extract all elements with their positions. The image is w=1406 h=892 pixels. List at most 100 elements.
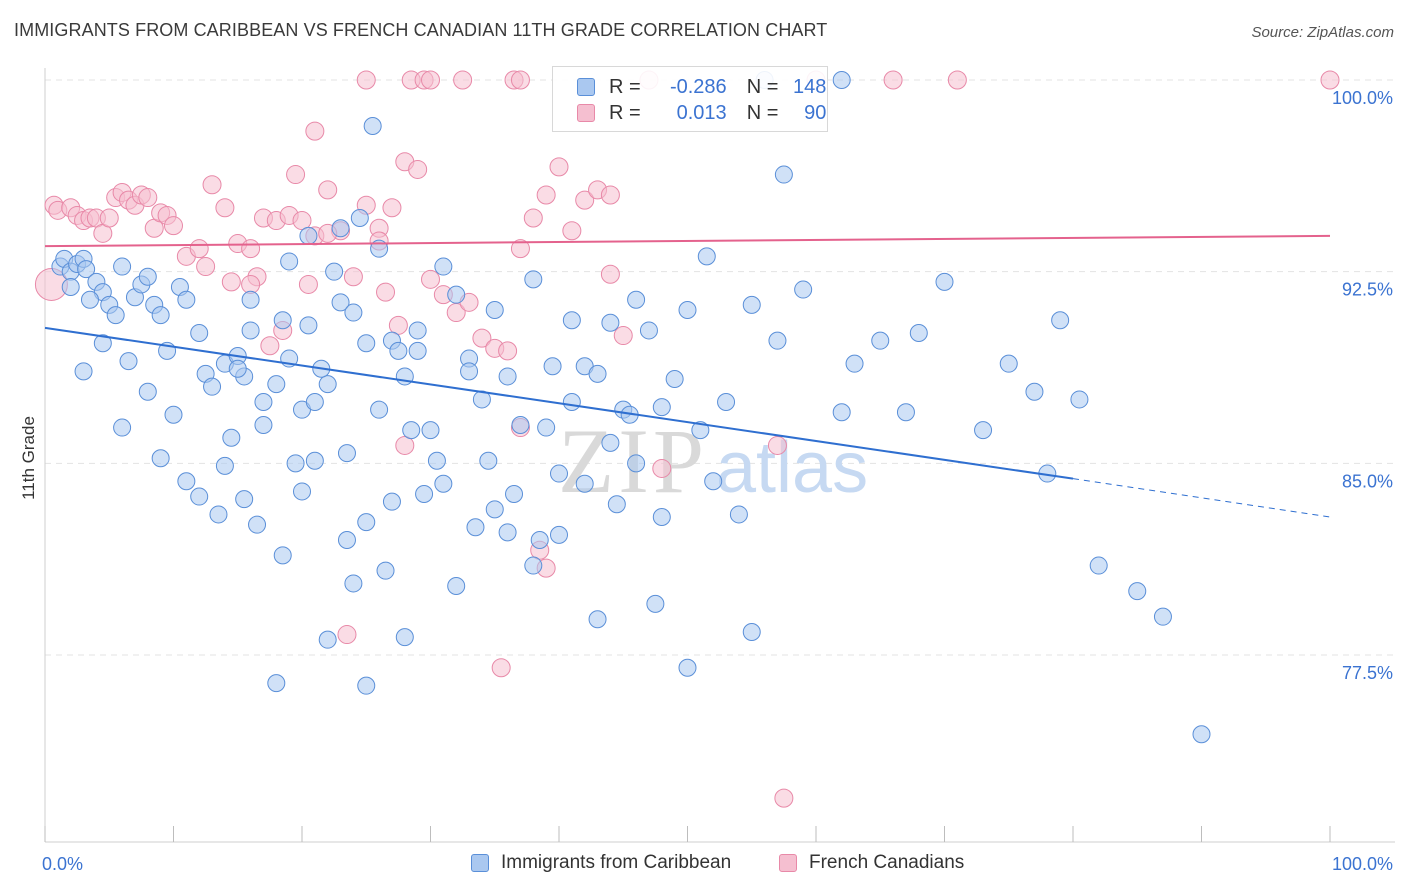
data-point-caribbean xyxy=(550,525,568,544)
data-point-french-canadians xyxy=(337,625,357,645)
data-point-caribbean xyxy=(537,418,556,437)
data-point-caribbean xyxy=(337,531,356,549)
legend-n-value: 148 xyxy=(793,75,827,98)
data-point-caribbean xyxy=(203,377,222,396)
data-point-caribbean xyxy=(305,393,324,411)
data-point-caribbean xyxy=(138,382,157,401)
data-point-caribbean xyxy=(562,311,581,330)
data-point-french-canadians xyxy=(774,788,794,808)
data-point-caribbean xyxy=(524,270,543,289)
data-point-french-canadians xyxy=(947,70,967,90)
data-point-caribbean xyxy=(280,252,299,271)
data-point-caribbean xyxy=(228,359,247,378)
data-point-caribbean xyxy=(357,334,376,353)
data-point-french-canadians xyxy=(510,239,530,259)
data-point-caribbean xyxy=(704,472,723,491)
data-point-caribbean xyxy=(627,290,646,309)
legend-swatch-blue xyxy=(577,78,595,96)
data-point-caribbean xyxy=(678,658,697,677)
data-point-caribbean xyxy=(1070,390,1089,409)
data-point-french-canadians xyxy=(600,264,620,284)
data-point-french-canadians xyxy=(600,185,620,205)
legend-label-french-canadians: French Canadians xyxy=(809,852,965,873)
data-point-caribbean xyxy=(562,393,581,411)
data-point-caribbean xyxy=(588,364,607,383)
data-point-french-canadians xyxy=(883,70,903,90)
data-point-french-canadians xyxy=(652,458,672,478)
data-point-french-canadians xyxy=(138,188,158,208)
data-point-caribbean xyxy=(999,354,1018,373)
data-point-caribbean xyxy=(61,278,80,296)
data-point-french-canadians xyxy=(498,341,518,361)
y-tick-label: 100.0% xyxy=(1332,88,1393,108)
data-point-french-canadians xyxy=(292,211,312,231)
data-point-caribbean xyxy=(299,226,318,245)
data-point-caribbean xyxy=(318,375,337,394)
trendline-caribbean-extension xyxy=(1072,478,1331,518)
data-point-caribbean xyxy=(267,674,286,693)
data-point-caribbean xyxy=(408,321,427,340)
data-point-caribbean xyxy=(77,260,96,279)
data-point-french-canadians xyxy=(510,70,530,90)
data-point-caribbean xyxy=(832,71,851,89)
data-point-french-canadians xyxy=(1320,70,1340,90)
legend-r-label: R = xyxy=(609,101,641,124)
data-point-caribbean xyxy=(498,523,517,542)
data-point-caribbean xyxy=(151,306,170,325)
data-point-caribbean xyxy=(370,400,389,419)
data-point-caribbean xyxy=(1051,311,1070,330)
series-immigrants-from-caribbean xyxy=(51,71,1211,744)
data-point-caribbean xyxy=(273,546,292,565)
data-point-caribbean xyxy=(344,303,363,322)
data-point-caribbean xyxy=(717,393,736,411)
data-point-caribbean xyxy=(479,451,498,470)
legend-row-french-canadians: R = 0.013 N = 90 xyxy=(577,100,826,126)
data-point-caribbean xyxy=(485,301,504,319)
data-point-french-canadians xyxy=(562,221,582,241)
data-point-french-canadians xyxy=(356,70,376,90)
data-point-caribbean xyxy=(119,352,138,371)
data-point-caribbean xyxy=(678,301,697,319)
data-point-caribbean xyxy=(742,623,761,641)
data-point-caribbean xyxy=(601,313,620,332)
data-point-french-canadians xyxy=(305,121,325,141)
data-point-caribbean xyxy=(254,416,273,434)
data-point-french-canadians xyxy=(215,198,235,218)
data-point-french-canadians xyxy=(408,159,428,179)
data-point-caribbean xyxy=(113,257,132,276)
data-point-caribbean xyxy=(254,393,273,411)
data-point-caribbean xyxy=(434,257,453,276)
data-point-caribbean xyxy=(363,117,382,135)
data-point-caribbean xyxy=(190,324,209,342)
data-point-french-canadians xyxy=(221,272,241,292)
data-point-caribbean xyxy=(1025,382,1044,401)
legend-n-value: 90 xyxy=(804,101,827,124)
data-point-caribbean xyxy=(575,474,594,493)
data-point-french-canadians xyxy=(575,190,595,210)
data-point-caribbean xyxy=(93,334,112,353)
data-point-caribbean xyxy=(325,262,344,281)
legend-row-caribbean: R = -0.286 N = 148 xyxy=(577,74,826,100)
data-point-caribbean xyxy=(389,341,408,360)
data-point-caribbean xyxy=(871,331,890,350)
data-point-french-canadians xyxy=(164,216,183,236)
data-point-caribbean xyxy=(293,482,311,501)
correlation-legend: R = -0.286 N = 148 R = 0.013 N = 90 xyxy=(552,66,828,132)
y-tick-label: 77.5% xyxy=(1342,663,1393,683)
data-point-french-canadians xyxy=(196,257,216,277)
legend-label-caribbean: Immigrants from Caribbean xyxy=(501,852,732,873)
data-point-caribbean xyxy=(530,531,549,549)
data-point-caribbean xyxy=(588,610,607,629)
data-point-caribbean xyxy=(415,485,434,503)
data-point-caribbean xyxy=(299,316,318,335)
data-point-caribbean xyxy=(472,390,491,409)
data-point-caribbean xyxy=(286,454,305,473)
data-point-caribbean xyxy=(460,362,479,381)
data-point-french-canadians xyxy=(421,269,440,289)
data-point-caribbean xyxy=(177,472,196,491)
data-point-french-canadians xyxy=(382,198,402,218)
data-point-caribbean xyxy=(935,272,954,291)
data-point-caribbean xyxy=(974,421,993,440)
data-point-caribbean xyxy=(222,428,241,447)
